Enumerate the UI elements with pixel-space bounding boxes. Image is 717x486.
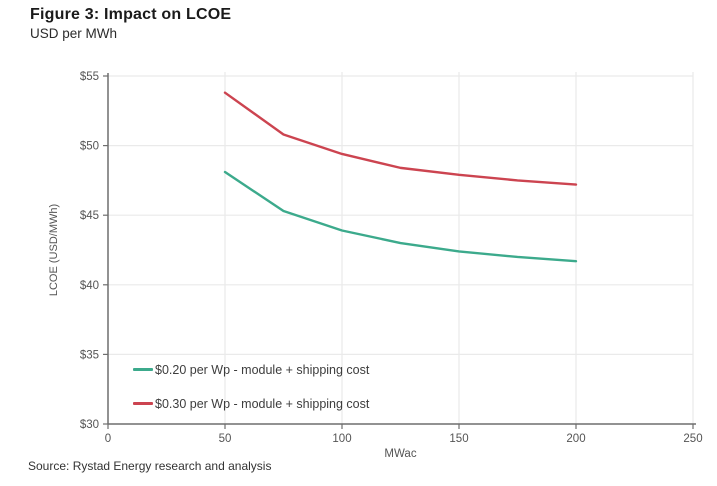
legend-item-030-wp: $0.30 per Wp - module + shipping cost	[133, 395, 369, 412]
legend-label-020-wp: $0.20 per Wp - module + shipping cost	[155, 362, 370, 377]
legend-item-020-wp: $0.20 per Wp - module + shipping cost	[133, 361, 369, 378]
x-tick-label: 50	[219, 433, 232, 445]
x-tick-label: 150	[449, 433, 468, 445]
y-tick-label: $55	[80, 71, 99, 83]
y-axis-title: LCOE (USD/MWh)	[48, 204, 60, 296]
figure-title: Figure 3: Impact on LCOE	[30, 6, 232, 23]
figure-subtitle: USD per MWh	[30, 26, 118, 41]
legend-label-030-wp: $0.30 per Wp - module + shipping cost	[155, 396, 370, 411]
x-tick-label: 100	[332, 433, 351, 445]
series-line-0	[223, 170, 578, 263]
legend-line-swatch-green	[133, 368, 153, 371]
source-note: Source: Rystad Energy research and analy…	[28, 459, 272, 473]
y-tick-label: $40	[80, 280, 99, 292]
legend-line-swatch-red	[133, 402, 153, 405]
y-tick-label: $35	[80, 349, 99, 361]
x-tick-label: 200	[566, 433, 585, 445]
x-tick-label: 250	[683, 433, 702, 445]
y-tick-label: $45	[80, 210, 99, 222]
y-tick-label: $30	[80, 419, 99, 431]
series-line-1	[223, 91, 578, 186]
chart-legend: $0.20 per Wp - module + shipping cost $0…	[133, 361, 369, 429]
y-tick-label: $50	[80, 141, 99, 153]
x-axis-title: MWac	[384, 448, 416, 460]
x-tick-label: 0	[105, 433, 111, 445]
